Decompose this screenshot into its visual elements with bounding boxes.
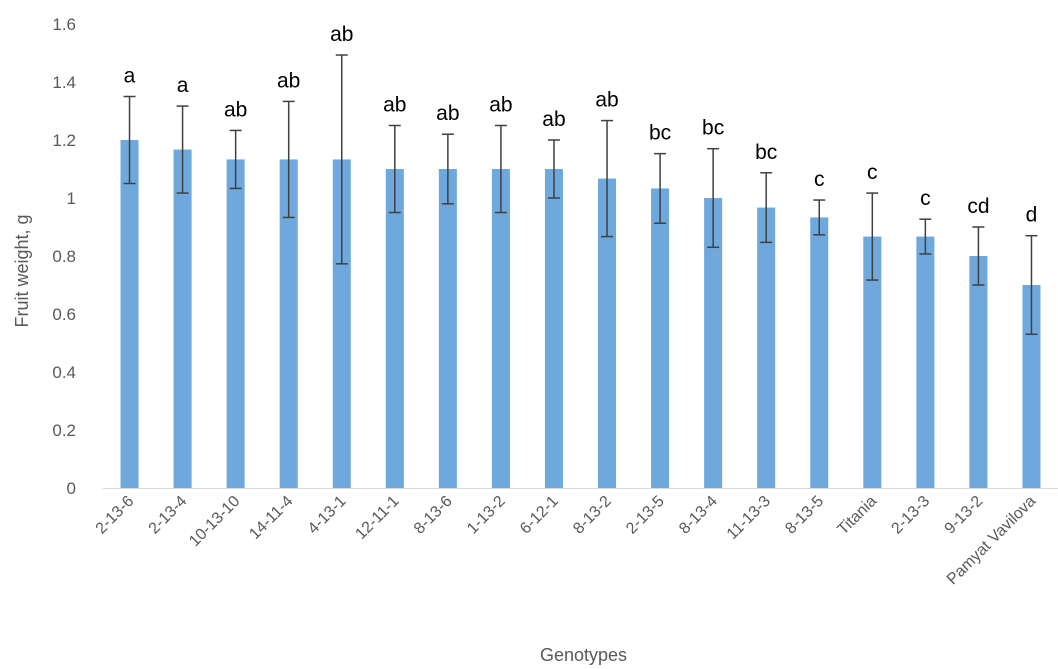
x-tick-label: 4-13-1 xyxy=(305,493,350,538)
y-axis-ticks: 0 0.2 0.4 0.6 0.8 1 1.2 1.4 1.6 xyxy=(52,15,76,498)
bar xyxy=(173,149,192,488)
error-bar xyxy=(494,124,507,214)
significance-label: cd xyxy=(967,195,989,218)
error-bar xyxy=(335,54,348,265)
x-tick-label: 2-13-6 xyxy=(93,493,138,538)
significance-label: c xyxy=(867,161,878,184)
x-tick-label: 1-13-2 xyxy=(464,493,509,538)
category-labels: 2-13-6 2-13-410-13-10 14-11-4 4-13-1 12-11-1… xyxy=(93,493,1040,589)
significance-label: bc xyxy=(649,122,671,145)
significance-label: c xyxy=(920,187,931,210)
bar xyxy=(969,256,988,488)
y-tick-label: 1.2 xyxy=(52,131,76,150)
x-tick-label: 12-11-1 xyxy=(352,493,402,543)
x-tick-label: Titania xyxy=(835,493,881,539)
y-tick-label: 1.4 xyxy=(52,73,76,92)
bar xyxy=(491,169,510,488)
bar xyxy=(438,169,457,488)
y-tick-label: 1 xyxy=(67,189,76,208)
y-tick-label: 0.6 xyxy=(52,305,76,324)
bar xyxy=(544,169,563,488)
bar xyxy=(863,236,882,488)
y-tick-label: 0.8 xyxy=(52,247,76,266)
y-tick-label: 0 xyxy=(67,479,76,498)
bar xyxy=(385,169,404,488)
error-bar xyxy=(123,95,136,185)
bar xyxy=(332,159,351,488)
error-bar xyxy=(388,124,401,214)
y-tick-label: 1.6 xyxy=(52,15,76,34)
significance-label: ab xyxy=(595,89,618,112)
error-bar xyxy=(229,129,242,190)
significance-label: a xyxy=(177,74,189,97)
significance-label: ab xyxy=(489,94,512,117)
significance-label: ab xyxy=(224,98,247,121)
y-tick-label: 0.4 xyxy=(52,363,76,382)
error-bar xyxy=(441,133,454,205)
bar xyxy=(279,159,298,488)
significance-labels: a a ab ab ab ab ab ab ab ab bc bc bc c c c cd d xyxy=(124,23,1038,227)
significance-label: ab xyxy=(436,102,459,125)
error-bars xyxy=(123,54,1038,336)
x-tick-label: 9-13-2 xyxy=(942,493,987,538)
error-bar xyxy=(547,139,560,199)
x-tick-label: 2-13-5 xyxy=(623,493,668,538)
bar xyxy=(1022,285,1041,488)
significance-label: c xyxy=(814,168,825,191)
x-tick-label: 6-12-1 xyxy=(517,493,562,538)
error-bar xyxy=(972,226,985,286)
bar xyxy=(757,207,776,488)
x-tick-label: 8-13-5 xyxy=(782,493,827,538)
y-axis-title: Fruit weight, g xyxy=(12,214,32,327)
bar xyxy=(704,198,723,488)
significance-label: d xyxy=(1026,204,1038,227)
bar xyxy=(598,178,617,488)
y-tick-label: 0.2 xyxy=(52,421,76,440)
error-bar xyxy=(813,199,826,236)
error-bar xyxy=(919,218,932,255)
x-tick-label: 2-13-3 xyxy=(888,493,933,538)
bar xyxy=(120,140,139,488)
x-tick-label: 14-11-4 xyxy=(246,493,296,543)
bar xyxy=(226,159,245,488)
bar xyxy=(651,188,670,488)
significance-label: bc xyxy=(702,117,724,140)
significance-label: ab xyxy=(542,108,565,131)
significance-label: ab xyxy=(330,23,353,46)
bar xyxy=(810,217,829,488)
error-bar xyxy=(282,100,295,219)
error-bar xyxy=(601,119,614,238)
x-tick-label: 2-13-4 xyxy=(146,493,191,538)
x-tick-label: 8-13-6 xyxy=(411,493,456,538)
significance-label: bc xyxy=(755,141,777,164)
x-tick-label: 11-13-3 xyxy=(724,493,774,543)
x-axis-title: Genotypes xyxy=(540,645,627,665)
error-bar xyxy=(654,152,667,224)
significance-label: a xyxy=(124,65,136,88)
significance-label: ab xyxy=(277,69,300,92)
significance-label: ab xyxy=(383,94,406,117)
x-tick-label: 8-13-4 xyxy=(676,493,721,538)
bars xyxy=(120,140,1041,488)
x-tick-label: Pamyat Vavilova xyxy=(944,493,1040,589)
error-bar xyxy=(866,192,879,281)
error-bar xyxy=(176,105,189,194)
error-bar xyxy=(760,172,773,244)
x-tick-label: 8-13-2 xyxy=(570,493,615,538)
x-tick-label: 10-13-10 xyxy=(186,493,243,550)
error-bar xyxy=(1025,234,1038,336)
error-bar xyxy=(707,147,720,249)
bar xyxy=(916,236,935,488)
